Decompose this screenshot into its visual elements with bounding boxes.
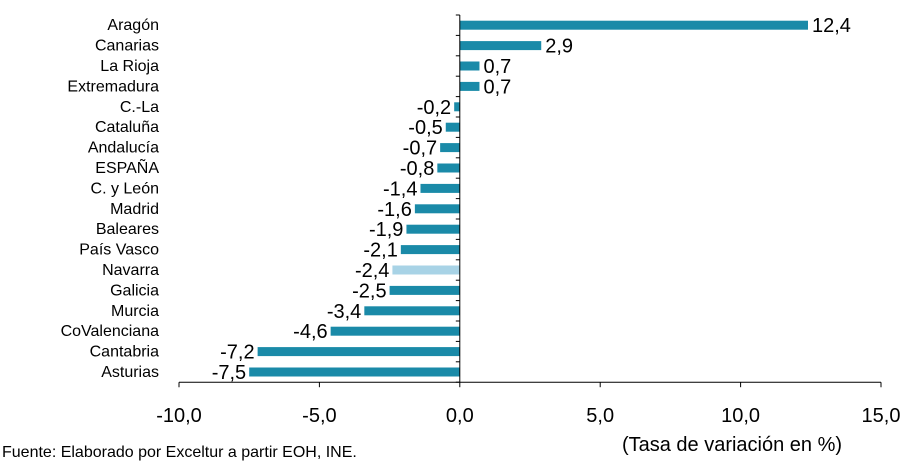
value-label-4: -0,2 [417,97,451,119]
category-label-0: Aragón [107,17,159,34]
bar-4 [454,102,460,112]
bar-3 [459,81,480,91]
x-tick-label-1: -5,0 [302,405,336,427]
bar-16 [257,347,460,357]
bar-5 [445,122,460,132]
x-tick-label-0: -10,0 [156,405,202,427]
category-label-4: C.-La [120,99,159,116]
value-label-5: -0,5 [408,117,442,139]
category-label-15: CoValenciana [61,323,160,340]
category-label-13: Galicia [110,282,159,299]
bar-9 [414,204,460,214]
category-label-14: Murcia [111,303,159,320]
value-label-14: -3,4 [327,301,361,323]
category-label-2: La Rioja [100,58,159,75]
value-label-11: -2,1 [363,240,397,262]
bar-6 [440,143,460,153]
value-label-17: -7,5 [212,362,246,384]
value-label-12: -2,4 [355,260,389,282]
category-label-7: ESPAÑA [95,157,159,177]
value-label-8: -1,4 [383,178,417,200]
bar-7 [437,163,460,173]
category-label-5: Cataluña [95,119,159,136]
x-tick-label-5: 15,0 [862,405,901,427]
x-tick-label-2: 0,0 [446,405,474,427]
category-label-6: Andalucía [88,140,159,157]
bar-12 [392,265,460,275]
value-label-10: -1,9 [369,219,403,241]
x-tick-label-3: 5,0 [586,405,614,427]
axes: -10,0 -5,0 0,0 5,0 10,0 15,0 [156,14,901,427]
x-tick-label-4: 10,0 [721,405,760,427]
bars-group [249,20,808,377]
bar-10 [406,224,460,234]
category-label-17: Asturias [101,364,159,381]
value-label-0: 12,4 [812,15,851,37]
category-label-16: Cantabria [90,344,159,361]
bar-1 [459,41,542,51]
value-label-3: 0,7 [483,76,511,98]
bar-2 [459,61,480,71]
value-label-1: 2,9 [545,36,573,58]
value-label-15: -4,6 [293,321,327,343]
bar-8 [420,183,460,193]
value-label-7: -0,8 [400,158,434,180]
value-labels: 12,4 2,9 0,70,7 -0,2-0,5-0,7-0,8-1,4-1,6-1,… [212,15,851,384]
category-label-9: Madrid [110,201,159,218]
x-axis-label: (Tasa de variación en %) [622,434,842,456]
category-label-10: Baleares [96,221,159,238]
value-label-6: -0,7 [403,138,437,160]
bar-0 [459,20,808,30]
value-label-9: -1,6 [377,199,411,221]
value-label-16: -7,2 [220,342,254,364]
value-label-2: 0,7 [483,56,511,78]
bar-13 [389,285,460,295]
value-label-13: -2,5 [352,280,386,302]
source-note: Fuente: Elaborado por Exceltur a partir … [2,444,357,461]
bar-11 [400,245,460,255]
category-label-11: País Vasco [79,242,159,259]
bar-17 [249,367,460,377]
category-labels: Aragón Canarias La Rioja Extremadura C.-La Ca… [61,17,160,381]
category-label-8: C. y León [91,180,159,197]
bar-15 [330,326,460,336]
category-label-12: Navarra [102,262,159,279]
category-label-3: Extremadura [67,78,159,95]
bar-14 [364,306,460,316]
category-label-1: Canarias [95,38,159,55]
